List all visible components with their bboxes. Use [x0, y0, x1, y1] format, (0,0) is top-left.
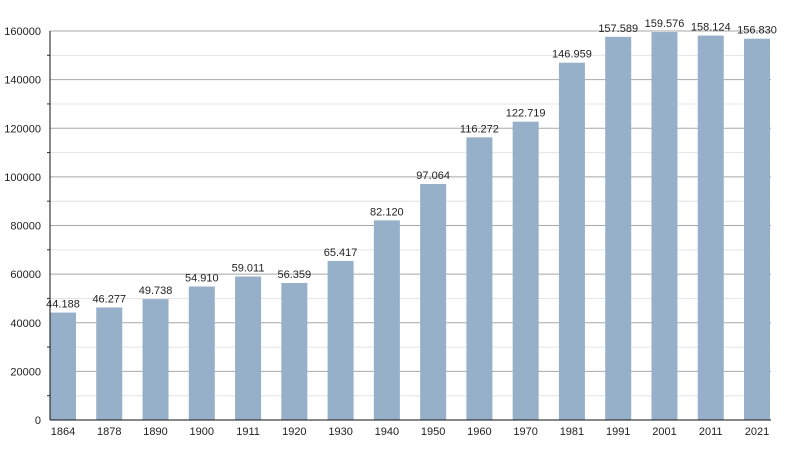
- data-label: 82.120: [370, 206, 404, 218]
- data-label: 156.830: [737, 25, 777, 37]
- data-label: 157.589: [598, 23, 638, 35]
- data-label: 159.576: [645, 18, 685, 30]
- x-tick-label: 1970: [513, 426, 537, 438]
- x-tick-label: 1900: [190, 426, 214, 438]
- x-tick-label: 1991: [606, 426, 630, 438]
- x-tick-label: 1950: [421, 426, 445, 438]
- bar-1970: [512, 121, 539, 420]
- x-tick-label: 1960: [467, 426, 491, 438]
- bar-1878: [96, 307, 123, 420]
- y-tick-label: 100000: [4, 172, 41, 184]
- bar-2021: [744, 38, 770, 420]
- bar-2001: [651, 32, 678, 420]
- y-tick-label: 40000: [10, 318, 41, 330]
- x-tick-label: 1981: [560, 426, 584, 438]
- y-tick-label: 20000: [10, 366, 41, 378]
- x-tick-label: 1911: [236, 426, 260, 438]
- bar-1930: [327, 260, 354, 420]
- x-tick-label: 1920: [282, 426, 306, 438]
- x-tick-label: 1864: [51, 426, 75, 438]
- y-tick-label: 80000: [10, 221, 41, 233]
- x-tick-label: 2001: [652, 426, 676, 438]
- x-tick-label: 1940: [375, 426, 399, 438]
- bar-1911: [235, 276, 262, 420]
- bar-1981: [558, 62, 585, 420]
- data-label: 54.910: [185, 273, 219, 285]
- x-tick-label: 2021: [745, 426, 769, 438]
- x-tick-label: 1878: [97, 426, 121, 438]
- data-label: 97.064: [416, 170, 450, 182]
- data-label: 122.719: [506, 108, 546, 120]
- bar-1940: [373, 220, 400, 420]
- bar-1900: [188, 286, 215, 420]
- y-tick-label: 160000: [4, 26, 41, 38]
- data-label: 146.959: [552, 49, 592, 61]
- x-tick-label: 1930: [328, 426, 352, 438]
- data-label: 158.124: [691, 22, 731, 34]
- data-label: 116.272: [460, 123, 499, 135]
- data-label: 46.277: [92, 293, 126, 305]
- bar-1920: [281, 282, 308, 420]
- y-tick-label: 120000: [4, 123, 41, 135]
- bar-1960: [466, 137, 493, 420]
- y-tick-label: 60000: [10, 269, 41, 281]
- bar-1864: [50, 312, 76, 420]
- y-tick-label: 140000: [4, 75, 41, 87]
- bar-2011: [697, 35, 724, 420]
- bar-1950: [420, 184, 447, 420]
- data-label: 59.011: [232, 263, 265, 275]
- data-label: 49.738: [139, 285, 173, 297]
- bar-1991: [605, 36, 632, 420]
- x-tick-label: 2011: [699, 426, 723, 438]
- data-label: 65.417: [324, 247, 358, 259]
- data-label: 56.359: [278, 269, 312, 281]
- data-label: 44.188: [46, 299, 80, 311]
- x-tick-label: 1890: [143, 426, 167, 438]
- y-tick-label: 0: [35, 415, 41, 427]
- bar-1890: [142, 299, 169, 420]
